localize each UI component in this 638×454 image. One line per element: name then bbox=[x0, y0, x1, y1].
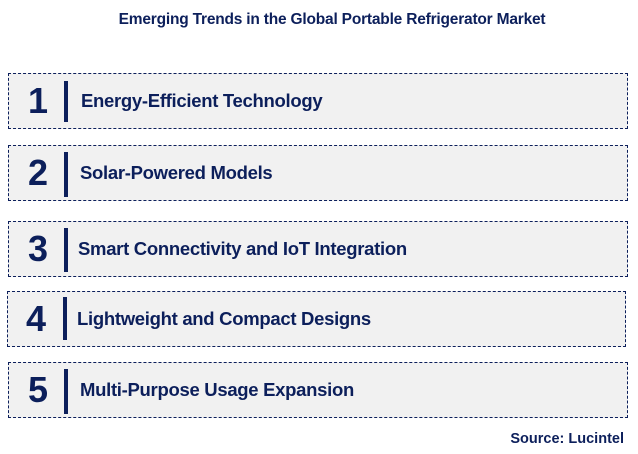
trend-number: 1 bbox=[27, 80, 49, 121]
trend-divider bbox=[64, 81, 68, 122]
trend-number: 3 bbox=[27, 228, 49, 269]
trend-number: 5 bbox=[27, 369, 49, 410]
trend-item-2: 2 Solar-Powered Models bbox=[8, 145, 628, 201]
trend-divider bbox=[64, 152, 68, 197]
trend-number: 2 bbox=[27, 152, 49, 193]
trend-divider bbox=[64, 228, 68, 272]
trend-item-4: 4 Lightweight and Compact Designs bbox=[7, 291, 626, 347]
trend-item-1: 1 Energy-Efficient Technology bbox=[8, 73, 628, 129]
diagram-title: Emerging Trends in the Global Portable R… bbox=[118, 11, 546, 28]
trend-label: Energy-Efficient Technology bbox=[81, 90, 323, 111]
source-attribution: Source: Lucintel bbox=[510, 431, 624, 447]
trend-label: Solar-Powered Models bbox=[80, 162, 273, 183]
trend-item-3: 3 Smart Connectivity and IoT Integration bbox=[8, 221, 628, 277]
trend-label: Smart Connectivity and IoT Integration bbox=[78, 238, 407, 259]
trend-divider bbox=[63, 297, 67, 340]
trend-item-5: 5 Multi-Purpose Usage Expansion bbox=[8, 362, 628, 418]
trend-label: Multi-Purpose Usage Expansion bbox=[80, 379, 354, 400]
trend-label: Lightweight and Compact Designs bbox=[77, 308, 371, 329]
trend-number: 4 bbox=[25, 298, 47, 339]
trend-divider bbox=[64, 369, 68, 414]
